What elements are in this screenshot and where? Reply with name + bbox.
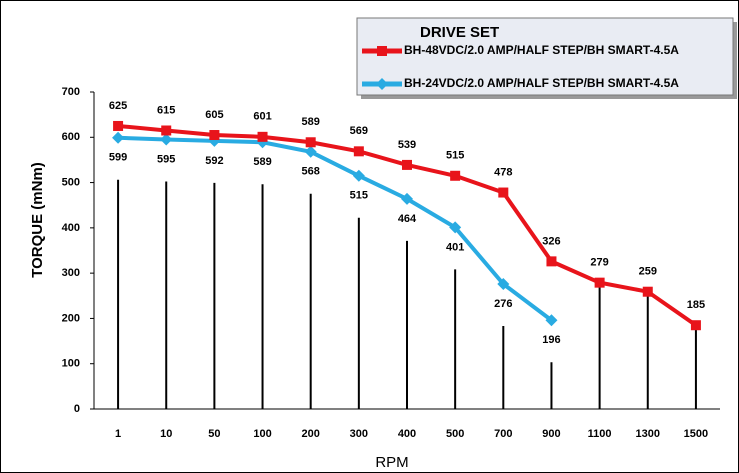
point <box>450 170 461 181</box>
point <box>113 120 124 131</box>
point <box>112 131 125 144</box>
value-label: 464 <box>398 213 417 225</box>
point <box>545 314 558 327</box>
y-tick-label: 200 <box>62 312 80 324</box>
value-label: 615 <box>157 104 175 116</box>
point <box>305 137 316 148</box>
point <box>402 159 412 170</box>
value-label: 625 <box>109 100 127 112</box>
value-label: 589 <box>302 116 320 128</box>
legend-box <box>356 17 734 96</box>
value-label: 595 <box>157 153 175 165</box>
value-label: 569 <box>350 125 368 137</box>
x-tick-label: 700 <box>494 428 512 440</box>
x-tick-label: 900 <box>542 428 560 440</box>
point <box>160 133 173 146</box>
legend-label: BH-48VDC/2.0 AMP/HALF STEP/BH SMART-4.5A <box>404 43 679 57</box>
point <box>642 286 653 297</box>
point <box>161 125 172 136</box>
x-tick-label: 300 <box>350 428 368 440</box>
point <box>498 187 509 198</box>
point <box>401 192 413 205</box>
x-tick-label: 1 <box>115 428 121 440</box>
point <box>690 320 701 331</box>
x-tick-label: 500 <box>446 428 464 440</box>
point <box>376 78 388 90</box>
x-tick-label: 100 <box>253 428 271 440</box>
value-label: 326 <box>542 235 560 247</box>
legend-title: DRIVE SET <box>420 24 499 41</box>
value-label: 515 <box>350 190 368 202</box>
legend-label: BH-24VDC/2.0 AMP/HALF STEP/BH SMART-4.5A <box>404 76 679 90</box>
x-axis-label: RPM <box>375 454 408 471</box>
point <box>594 277 605 288</box>
y-tick-label: 400 <box>62 222 80 234</box>
value-label: 601 <box>253 111 271 123</box>
x-tick-label: 400 <box>398 428 416 440</box>
y-tick-label: 500 <box>62 176 80 188</box>
y-tick-label: 600 <box>62 131 80 143</box>
value-label: 592 <box>205 155 223 167</box>
value-label: 539 <box>398 139 416 151</box>
value-label: 279 <box>590 257 608 269</box>
point <box>546 256 557 267</box>
x-tick-label: 1100 <box>588 428 612 440</box>
x-tick-label: 200 <box>302 428 320 440</box>
value-label: 599 <box>109 152 127 164</box>
x-tick-label: 1300 <box>636 428 660 440</box>
y-tick-label: 700 <box>62 86 80 98</box>
point <box>304 145 317 158</box>
y-tick-label: 300 <box>62 267 80 279</box>
value-label: 568 <box>302 166 320 178</box>
value-label: 605 <box>205 109 223 121</box>
point <box>257 131 268 142</box>
point <box>353 146 364 157</box>
x-tick-label: 1500 <box>684 428 708 440</box>
y-axis-label: TORQUE (mNm) <box>29 162 46 278</box>
y-tick-label: 0 <box>74 403 80 415</box>
x-tick-label: 50 <box>208 428 220 440</box>
value-label: 478 <box>494 166 512 178</box>
point <box>352 169 365 182</box>
value-label: 196 <box>542 334 560 346</box>
point <box>209 130 220 141</box>
value-label: 401 <box>446 241 464 253</box>
x-tick-label: 10 <box>160 428 172 440</box>
series-line <box>118 135 553 322</box>
point <box>377 46 387 56</box>
value-label: 259 <box>639 266 657 278</box>
value-label: 276 <box>494 298 512 310</box>
value-label: 185 <box>687 299 705 311</box>
value-label: 589 <box>253 156 271 168</box>
point <box>497 278 510 291</box>
value-label: 515 <box>446 150 464 162</box>
point <box>449 221 462 234</box>
y-tick-label: 100 <box>62 358 80 370</box>
